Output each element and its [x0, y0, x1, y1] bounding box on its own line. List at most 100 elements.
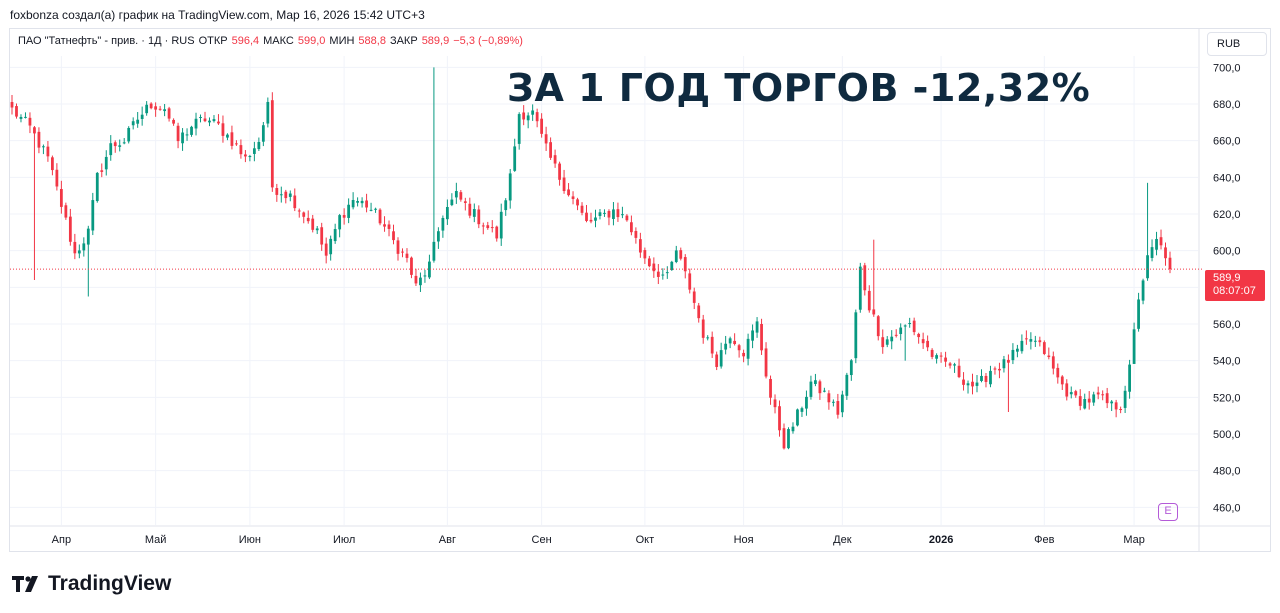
candle-body — [800, 408, 804, 412]
candle-body — [594, 217, 597, 221]
candle-body — [351, 199, 355, 208]
candle-body — [190, 126, 193, 135]
candle-body — [1074, 391, 1078, 396]
candle-body — [665, 272, 669, 274]
candle-body — [199, 117, 202, 119]
candle-body — [1042, 342, 1046, 354]
candle-body — [719, 350, 723, 367]
currency-button[interactable]: RUB — [1207, 32, 1267, 56]
candle-body — [432, 241, 436, 261]
candle-body — [881, 337, 885, 348]
candle-body — [113, 142, 117, 147]
candle-body — [122, 142, 126, 144]
candle-body — [42, 146, 45, 148]
candle-body — [1119, 409, 1123, 411]
y-tick-label: 480,0 — [1213, 466, 1241, 478]
candle-body — [1016, 348, 1019, 352]
candle-body — [149, 103, 153, 109]
candle-body — [544, 134, 548, 144]
candle-body — [405, 253, 409, 258]
candle-body — [441, 217, 445, 231]
candle-body — [158, 108, 162, 110]
candle-body — [338, 215, 342, 230]
candle-body — [553, 155, 557, 164]
candle-body — [724, 343, 728, 350]
candle-body — [477, 209, 481, 225]
candle-body — [782, 428, 786, 449]
candle-body — [239, 145, 243, 155]
last-price-badge: 589,9 08:07:07 — [1205, 270, 1265, 301]
candle-body — [51, 157, 54, 171]
candle-body — [284, 191, 288, 199]
candle-body — [463, 201, 467, 203]
symbol-name[interactable]: ПАО "Татнефть" - прив. · 1Д · RUS — [18, 35, 195, 47]
candle-body — [863, 265, 867, 291]
candle-body — [1155, 238, 1158, 250]
candle-body — [392, 231, 395, 241]
candle-body — [706, 337, 710, 339]
candle-body — [1164, 247, 1167, 259]
candle-body — [930, 349, 934, 357]
x-tick-label: Авг — [439, 534, 456, 546]
bar-countdown: 08:07:07 — [1213, 285, 1256, 297]
candle-body — [297, 210, 301, 212]
candle-body — [549, 142, 552, 158]
candle-body — [688, 273, 692, 290]
candle-body — [562, 177, 566, 192]
candle-body — [347, 204, 351, 218]
candle-body — [230, 132, 234, 146]
candle-body — [257, 141, 261, 150]
y-tick-label: 540,0 — [1213, 356, 1241, 368]
candle-body — [495, 226, 499, 239]
candle-body — [459, 192, 463, 200]
candle-body — [410, 257, 413, 275]
candle-body — [28, 117, 32, 126]
candle-body — [643, 250, 647, 259]
y-tick-label: 700,0 — [1213, 62, 1241, 74]
candle-body — [993, 368, 997, 370]
candle-body — [235, 143, 238, 145]
candle-body — [840, 394, 844, 413]
candle-body — [1065, 383, 1069, 397]
candle-body — [1101, 394, 1105, 396]
candle-body — [450, 199, 454, 206]
candle-body — [86, 228, 90, 245]
candle-body — [894, 334, 898, 336]
candle-body — [755, 321, 759, 333]
change-value: −5,3 (−0,89%) — [453, 35, 523, 47]
candle-body — [912, 320, 916, 333]
candle-body — [971, 381, 974, 387]
candle-body — [751, 330, 754, 341]
candle-body — [531, 110, 535, 115]
candle-body — [935, 355, 938, 359]
x-tick-label: Фев — [1034, 534, 1054, 546]
candle-body — [885, 339, 889, 345]
tradingview-logo[interactable]: TradingView — [12, 572, 171, 596]
candle-body — [401, 251, 404, 253]
candle-body — [15, 106, 18, 117]
candle-body — [836, 401, 840, 415]
candle-body — [172, 119, 175, 124]
candle-body — [1020, 340, 1024, 352]
candle-body — [953, 364, 956, 366]
candle-body — [217, 121, 220, 124]
candle-body — [612, 209, 615, 219]
candle-body — [625, 215, 629, 221]
candle-body — [876, 316, 880, 337]
y-tick-label: 660,0 — [1213, 136, 1241, 148]
candle-body — [226, 134, 229, 138]
candle-body — [445, 207, 449, 220]
candle-body — [288, 193, 292, 197]
candle-body — [818, 381, 822, 394]
events-icon[interactable]: E — [1158, 503, 1178, 521]
candle-body — [760, 324, 763, 351]
last-price-value: 589,9 — [1213, 272, 1241, 284]
y-tick-label: 500,0 — [1213, 429, 1241, 441]
y-tick-label: 520,0 — [1213, 392, 1241, 404]
candle-body — [181, 132, 184, 144]
candle-body — [1047, 355, 1051, 358]
headline-annotation: ЗА 1 ГОД ТОРГОВ -12,32% — [507, 66, 1091, 110]
candle-body — [82, 243, 86, 251]
candle-body — [481, 225, 485, 227]
